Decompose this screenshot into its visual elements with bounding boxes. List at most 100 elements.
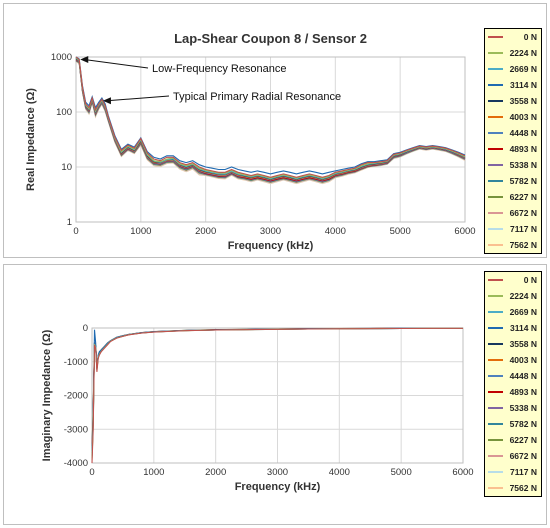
legend-swatch (488, 327, 503, 329)
legend-label: 6227 N (509, 435, 537, 445)
legend-swatch (488, 84, 503, 86)
legend-swatch (488, 244, 503, 246)
legend-item: 3114 N (485, 77, 541, 93)
y-tick-label: 100 (56, 107, 72, 118)
legend-swatch (488, 455, 503, 457)
plot-area (91, 327, 464, 464)
legend-item: 4448 N (485, 125, 541, 141)
legend-item: 7117 N (485, 221, 541, 237)
legend-item: 7562 N (485, 480, 541, 496)
y-tick-label: 1 (67, 217, 72, 228)
legend-swatch (488, 407, 503, 409)
legend-label: 4003 N (509, 112, 537, 122)
legend-item: 4893 N (485, 141, 541, 157)
legend-label: 2669 N (509, 307, 537, 317)
legend-item: 0 N (485, 272, 541, 288)
legend-swatch (488, 36, 503, 38)
legend-swatch (488, 196, 503, 198)
legend-item: 4003 N (485, 109, 541, 125)
real-impedance-panel: Lap-Shear Coupon 8 / Sensor 2 0 1000 2000 30… (3, 3, 547, 258)
legend-swatch (488, 228, 503, 230)
legend-swatch (488, 212, 503, 214)
legend-swatch (488, 439, 503, 441)
x-tick-label: 4000 (329, 467, 350, 478)
y-tick-label: 1000 (51, 52, 72, 63)
legend-label: 4893 N (509, 144, 537, 154)
legend-swatch (488, 148, 503, 150)
annotation-arrow (84, 59, 149, 69)
legend-swatch (488, 180, 503, 182)
x-tick-label: 4000 (325, 226, 346, 237)
legend-label: 3558 N (509, 339, 537, 349)
legend-label: 5338 N (509, 403, 537, 413)
legend-label: 5782 N (509, 419, 537, 429)
legend-item: 5338 N (485, 157, 541, 173)
y-tick-label: 10 (61, 162, 72, 173)
chart-title: Lap-Shear Coupon 8 / Sensor 2 (174, 31, 367, 46)
legend-label: 0 N (523, 32, 537, 42)
legend-label: 0 N (523, 275, 537, 285)
legend-swatch (488, 471, 503, 473)
legend-item: 6672 N (485, 448, 541, 464)
legend-swatch (488, 68, 503, 70)
real-impedance-chart: Lap-Shear Coupon 8 / Sensor 2 0 1000 2000 30… (25, 31, 476, 252)
legend-item: 6227 N (485, 432, 541, 448)
legend-label: 6672 N (509, 208, 537, 218)
annotation-arrowhead (80, 56, 89, 64)
x-tick-label: 0 (73, 226, 78, 237)
legend-item: 4893 N (485, 384, 541, 400)
legend-swatch (488, 359, 503, 361)
legend-item: 3114 N (485, 320, 541, 336)
series-line-0-n (75, 56, 466, 178)
legend-item: 2224 N (485, 288, 541, 304)
x-tick-label: 5000 (390, 226, 411, 237)
imaginary-impedance-legend: 0 N 2224 N 2669 N 3114 N 3558 N 4003 N 4448 N 4… (484, 271, 542, 497)
x-tick-label: 1000 (130, 226, 151, 237)
series-line-0-n (91, 327, 463, 464)
annotation-label: Typical Primary Radial Resonance (173, 91, 341, 103)
real-impedance-legend: 0 N 2224 N 2669 N 3114 N 3558 N 4003 N 4448 N 4… (484, 28, 542, 254)
legend-swatch (488, 279, 503, 281)
legend-label: 7117 N (510, 224, 537, 234)
plot-area (75, 56, 466, 223)
legend-item: 7562 N (485, 237, 541, 253)
legend-item: 4448 N (485, 368, 541, 384)
legend-label: 4003 N (509, 355, 537, 365)
legend-label: 5338 N (509, 160, 537, 170)
x-tick-label: 0 (89, 467, 94, 478)
legend-item: 3558 N (485, 336, 541, 352)
annotation-arrowhead (102, 97, 111, 105)
x-tick-label: 2000 (195, 226, 216, 237)
legend-swatch (488, 375, 503, 377)
legend-label: 7562 N (509, 240, 537, 250)
y-tick-label: 0 (83, 323, 88, 334)
legend-swatch (488, 311, 503, 313)
legend-swatch (488, 132, 503, 134)
y-tick-label: -4000 (64, 458, 88, 469)
legend-label: 3114 N (510, 80, 537, 90)
legend-item: 6672 N (485, 205, 541, 221)
x-tick-label: 3000 (260, 226, 281, 237)
legend-swatch (488, 164, 503, 166)
legend-label: 2224 N (509, 291, 537, 301)
legend-label: 3558 N (509, 96, 537, 106)
legend-item: 6227 N (485, 189, 541, 205)
legend-swatch (488, 116, 503, 118)
y-axis-label: Real Impedance (Ω) (25, 88, 37, 191)
x-tick-label: 5000 (391, 467, 412, 478)
legend-swatch (488, 52, 503, 54)
x-tick-label: 3000 (267, 467, 288, 478)
legend-label: 2224 N (509, 48, 537, 58)
x-tick-label: 6000 (452, 467, 473, 478)
legend-swatch (488, 100, 503, 102)
legend-item: 2224 N (485, 45, 541, 61)
y-tick-label: -2000 (64, 391, 88, 402)
annotation-label: Low-Frequency Resonance (152, 63, 287, 75)
legend-label: 4448 N (509, 371, 537, 381)
legend-item: 3558 N (485, 93, 541, 109)
legend-label: 4893 N (509, 387, 537, 397)
x-tick-label: 6000 (454, 226, 475, 237)
x-axis-label: Frequency (kHz) (228, 240, 314, 252)
legend-item: 4003 N (485, 352, 541, 368)
y-tick-label: -3000 (64, 424, 88, 435)
